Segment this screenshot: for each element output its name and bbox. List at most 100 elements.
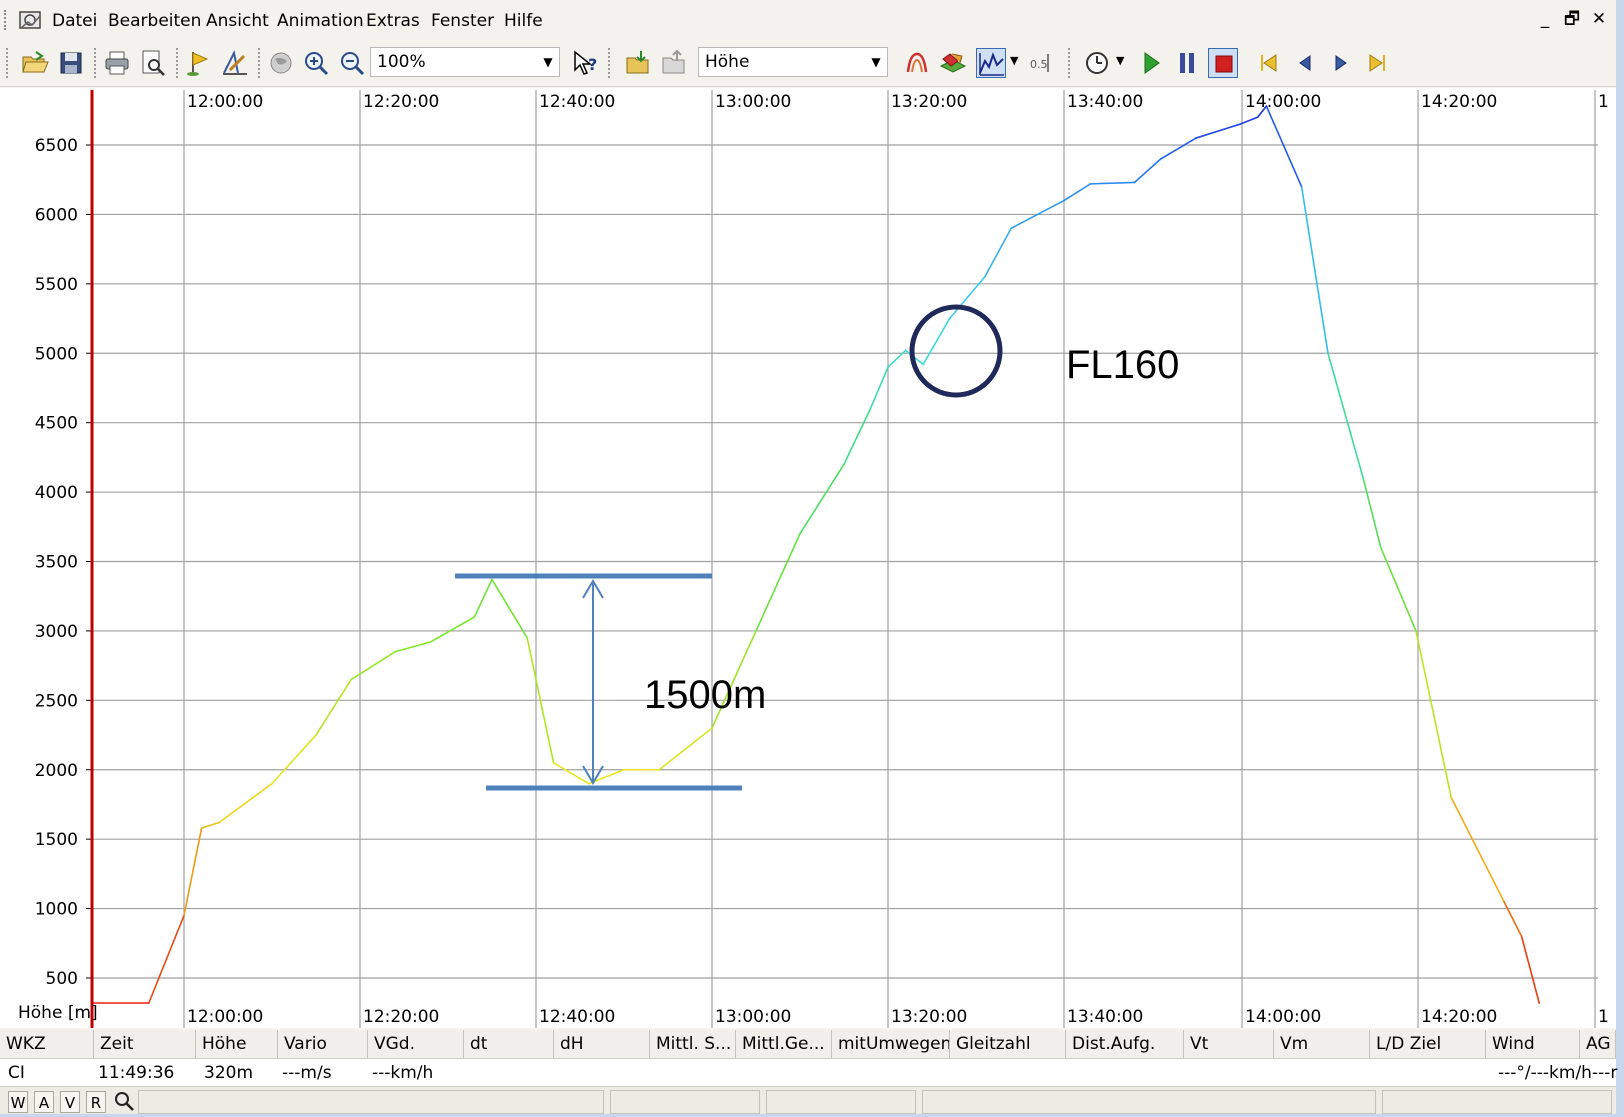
menubar-grip[interactable] — [4, 10, 9, 30]
x-tick-label-bottom: 12:20:00 — [363, 1007, 439, 1027]
menu-bearbeiten[interactable]: Bearbeiten — [108, 11, 202, 31]
chevron-down-icon[interactable]: ▼ — [1010, 54, 1019, 67]
menu-fenster[interactable]: Fenster — [431, 11, 495, 31]
step-back-icon[interactable] — [1290, 48, 1320, 78]
pause-icon[interactable] — [1172, 48, 1202, 78]
cell-wkz[interactable]: CI — [8, 1063, 25, 1083]
restore-icon[interactable]: 🗗 — [1564, 9, 1580, 29]
thermal-icon[interactable] — [902, 48, 932, 78]
altitude-segment — [473, 578, 493, 618]
col-header-vgd[interactable]: VGd. — [368, 1030, 464, 1058]
altitude-segment — [799, 463, 845, 535]
globe-icon[interactable] — [266, 48, 296, 78]
col-header-mitumwegen[interactable]: mitUmwegen — [832, 1030, 950, 1058]
col-header-dist-aufg[interactable]: Dist.Aufg. — [1066, 1030, 1184, 1058]
menu-ansicht[interactable]: Ansicht — [206, 11, 269, 31]
col-header-ag[interactable]: AG — [1580, 1030, 1616, 1058]
menu-datei[interactable]: Datei — [52, 11, 98, 31]
menu-extras[interactable]: Extras — [366, 11, 420, 31]
play-icon[interactable] — [1136, 48, 1166, 78]
chevron-down-icon[interactable]: ▼ — [871, 55, 881, 69]
chevron-down-icon[interactable]: ▼ — [543, 55, 553, 69]
import-icon[interactable] — [624, 48, 654, 78]
altitude-point — [711, 727, 713, 729]
col-header-vario[interactable]: Vario — [278, 1030, 368, 1058]
altitude-point — [755, 630, 757, 632]
col-header-dt[interactable]: dt — [464, 1030, 554, 1058]
barogram-svg[interactable]: 500 1000 1500 2000 2500 3000 3500 4000 4500 5000 5… — [0, 88, 1616, 1028]
col-header-vm[interactable]: Vm — [1274, 1030, 1370, 1058]
export-icon[interactable] — [660, 48, 690, 78]
skip-to-end-icon[interactable] — [1362, 48, 1392, 78]
x-tick-label-bottom: 1 — [1598, 1007, 1609, 1027]
altitude-point — [623, 768, 625, 771]
tab-a[interactable]: A — [34, 1091, 54, 1113]
y-tick-label: 5500 — [35, 275, 78, 295]
col-header-zeit[interactable]: Zeit — [94, 1030, 196, 1058]
stop-icon[interactable] — [1208, 48, 1238, 78]
zoom-select[interactable]: 100% ▼ — [370, 47, 560, 77]
zoom-out-icon[interactable] — [337, 48, 367, 78]
app-icon[interactable] — [18, 8, 44, 32]
altitude-segment — [755, 532, 801, 632]
y-tick-label: 1000 — [35, 900, 78, 920]
altitude-segment — [1010, 199, 1065, 230]
altitude-point — [473, 616, 476, 618]
minimize-icon[interactable]: _ — [1540, 9, 1550, 29]
barogram-icon[interactable] — [976, 48, 1006, 78]
print-preview-icon[interactable] — [138, 48, 168, 78]
col-header-mittl-ge[interactable]: Mittl.Ge... — [736, 1030, 832, 1058]
col-header-gleitzahl[interactable]: Gleitzahl — [950, 1030, 1066, 1058]
altitude-segment — [658, 727, 713, 771]
cell-wind[interactable]: ---°/---km/h---r — [1498, 1063, 1618, 1083]
step-forward-icon[interactable] — [1326, 48, 1356, 78]
col-header-mittl-s[interactable]: Mittl. S... — [650, 1030, 736, 1058]
help-pointer-icon[interactable]: ? — [570, 48, 600, 78]
clock-icon[interactable] — [1082, 48, 1112, 78]
map-layers-icon[interactable] — [938, 48, 968, 78]
tab-r[interactable]: R — [86, 1091, 106, 1113]
col-header-hoehe[interactable]: Höhe — [196, 1030, 278, 1058]
altitude-point — [1300, 185, 1303, 188]
svg-text:0.5: 0.5 — [1030, 58, 1048, 71]
col-header-wind[interactable]: Wind — [1486, 1030, 1580, 1058]
chevron-down-icon[interactable]: ▼ — [1116, 54, 1125, 67]
altitude-point — [948, 317, 951, 320]
channel-select[interactable]: Höhe ▼ — [698, 47, 888, 77]
altitude-segment — [429, 616, 476, 643]
open-folder-icon[interactable] — [20, 48, 50, 78]
zoom-in-icon[interactable] — [301, 48, 331, 78]
flag-icon[interactable] — [184, 48, 214, 78]
cell-hoehe[interactable]: 320m — [204, 1063, 254, 1083]
cell-zeit[interactable]: 11:49:36 — [98, 1063, 175, 1083]
barogram-chart[interactable]: 500 1000 1500 2000 2500 3000 3500 4000 4500 5000 5… — [0, 88, 1616, 1028]
altitude-segment — [200, 821, 220, 829]
col-header-dh[interactable]: dH — [554, 1030, 650, 1058]
status-pane — [766, 1090, 916, 1114]
altitude-point — [843, 463, 845, 466]
cell-vario[interactable]: ---m/s — [282, 1063, 332, 1083]
altitude-segment — [1520, 935, 1540, 1004]
altitude-point — [148, 1002, 150, 1004]
tab-w[interactable]: W — [8, 1091, 28, 1113]
col-header-ld-ziel[interactable]: L/D Ziel — [1370, 1030, 1486, 1058]
skip-to-start-icon[interactable] — [1254, 48, 1284, 78]
col-header-vt[interactable]: Vt — [1184, 1030, 1274, 1058]
menu-hilfe[interactable]: Hilfe — [504, 11, 543, 31]
close-icon[interactable]: ✕ — [1591, 9, 1607, 29]
tab-v[interactable]: V — [60, 1091, 80, 1113]
flight-data-table: WKZ Zeit Höhe Vario VGd. dt dH Mittl. S.… — [0, 1030, 1618, 1086]
toolbar-separator — [258, 48, 262, 78]
toolbar-grip[interactable] — [6, 48, 10, 78]
y-tick-label: 6000 — [35, 205, 78, 225]
search-icon[interactable] — [112, 1089, 136, 1113]
task-edit-icon[interactable] — [220, 48, 250, 78]
arrow-head-down-icon — [582, 765, 604, 785]
altitude-segment — [1327, 352, 1364, 480]
statistics-icon[interactable]: 0.5 — [1028, 48, 1058, 78]
col-header-wkz[interactable]: WKZ — [0, 1030, 94, 1058]
cell-vgd[interactable]: ---km/h — [372, 1063, 434, 1083]
save-icon[interactable] — [56, 48, 86, 78]
print-icon[interactable] — [102, 48, 132, 78]
menu-animation[interactable]: Animation — [277, 11, 364, 31]
